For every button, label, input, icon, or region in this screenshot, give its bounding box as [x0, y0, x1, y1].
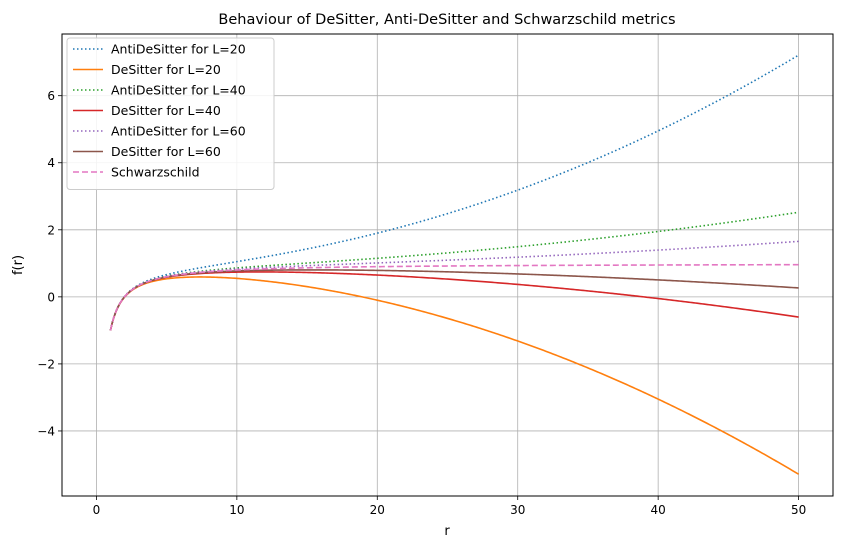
legend-entry-label: DeSitter for L=60 — [111, 144, 221, 159]
y-tick-label: −2 — [37, 357, 55, 371]
y-tick-label: 6 — [47, 89, 55, 103]
series-line-schwarzschild — [109, 263, 799, 331]
series-line-desitter-for-l-40 — [109, 271, 799, 331]
series-line-desitter-for-l-60 — [109, 269, 799, 331]
series-line-antidesitter-for-l-60 — [109, 240, 799, 331]
legend: AntiDeSitter for L=20 DeSitter for L=20 An… — [66, 37, 275, 190]
y-axis-label: f(r) — [11, 255, 26, 275]
x-ticks: 0 10 20 30 40 50 — [93, 496, 806, 517]
series-line-desitter-for-l-20 — [109, 276, 799, 475]
x-tick-label: 40 — [651, 503, 666, 517]
y-tick-label: 4 — [47, 156, 55, 170]
legend-entry-label: DeSitter for L=20 — [111, 62, 221, 77]
series-line-antidesitter-for-l-20 — [109, 54, 800, 331]
x-axis-label: r — [444, 524, 450, 539]
y-tick-label: 0 — [47, 290, 55, 304]
x-tick-label: 20 — [370, 503, 385, 517]
plot-area-frame — [61, 33, 834, 497]
x-tick-label: 30 — [510, 503, 525, 517]
x-tick-label: 50 — [791, 503, 806, 517]
legend-entry-label: Schwarzschild — [111, 165, 200, 180]
y-tick-label: −4 — [37, 424, 55, 438]
legend-entry-label: AntiDeSitter for L=60 — [111, 124, 246, 139]
y-tick-label: 2 — [47, 223, 55, 237]
series-line-antidesitter-for-l-40 — [109, 211, 799, 331]
legend-entry-label: AntiDeSitter for L=40 — [111, 83, 246, 98]
series-lines — [109, 54, 800, 475]
x-tick-label: 10 — [229, 503, 244, 517]
x-tick-label: 0 — [93, 503, 101, 517]
y-ticks: −4 −2 0 2 4 6 — [37, 89, 62, 438]
legend-entry-label: DeSitter for L=40 — [111, 103, 221, 118]
legend-entry-label: AntiDeSitter for L=20 — [111, 42, 246, 57]
legend-box — [66, 37, 275, 190]
chart-title: Behaviour of DeSitter, Anti-DeSitter and… — [218, 12, 675, 28]
